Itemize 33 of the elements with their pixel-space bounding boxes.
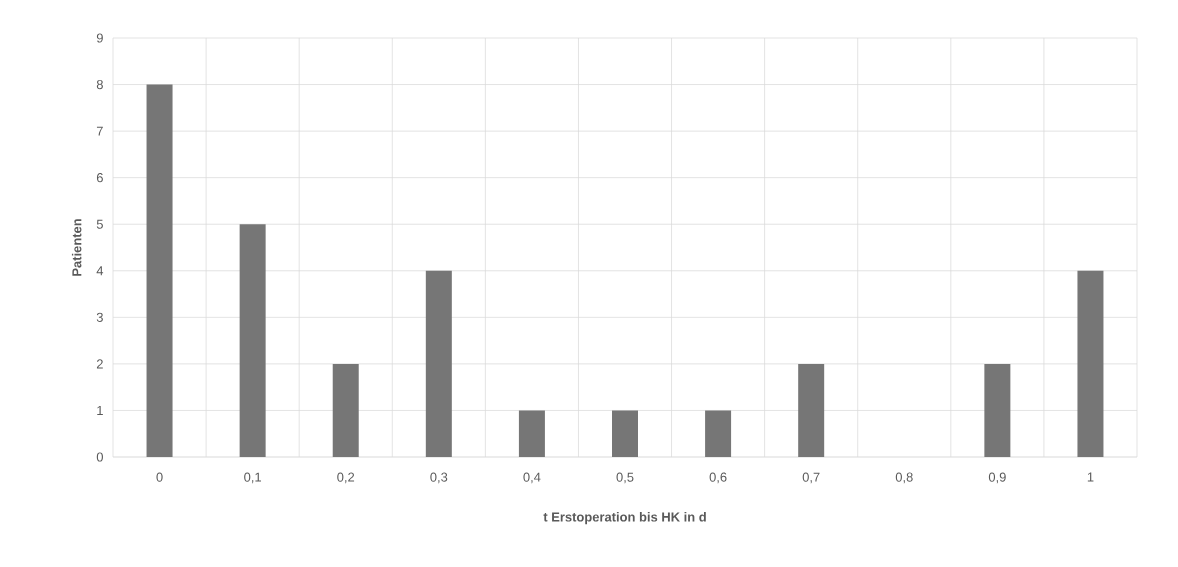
y-tick-label: 9 [96,33,103,43]
y-tick-label: 2 [96,359,103,369]
x-tick-label: 0,2 [337,472,355,484]
y-tick-label: 0 [96,452,103,462]
x-tick-label: 0,7 [802,472,820,484]
y-tick-label: 1 [97,405,103,415]
y-tick-label: 5 [96,219,103,229]
y-tick-label: 8 [96,79,103,90]
bar [425,270,452,457]
bar [146,84,173,457]
x-tick-label: 0,6 [709,472,727,484]
x-tick-label: 0,1 [244,472,262,484]
bar [239,224,266,457]
x-tick-label: 0 [156,472,163,482]
x-tick-label: 0,4 [523,472,541,484]
x-axis-title: t Erstoperation bis HK in d [543,512,706,525]
x-tick-label: 0,5 [616,472,634,484]
bar [984,363,1011,457]
y-tick-label: 7 [96,126,103,136]
bar [1077,270,1104,457]
x-tick-label: 0,8 [895,472,913,484]
x-tick-label: 0,9 [988,472,1006,484]
x-tick-label: 1 [1087,472,1094,482]
bar [705,410,732,457]
y-tick-label: 4 [96,266,104,276]
y-tick-label: 3 [96,312,103,322]
y-tick-label: 6 [96,173,103,183]
bar [612,410,638,457]
y-axis-title: Patienten [71,219,82,276]
bar [798,363,825,457]
x-tick-label: 0,3 [430,472,448,484]
bar [332,363,359,457]
bar [518,410,545,457]
